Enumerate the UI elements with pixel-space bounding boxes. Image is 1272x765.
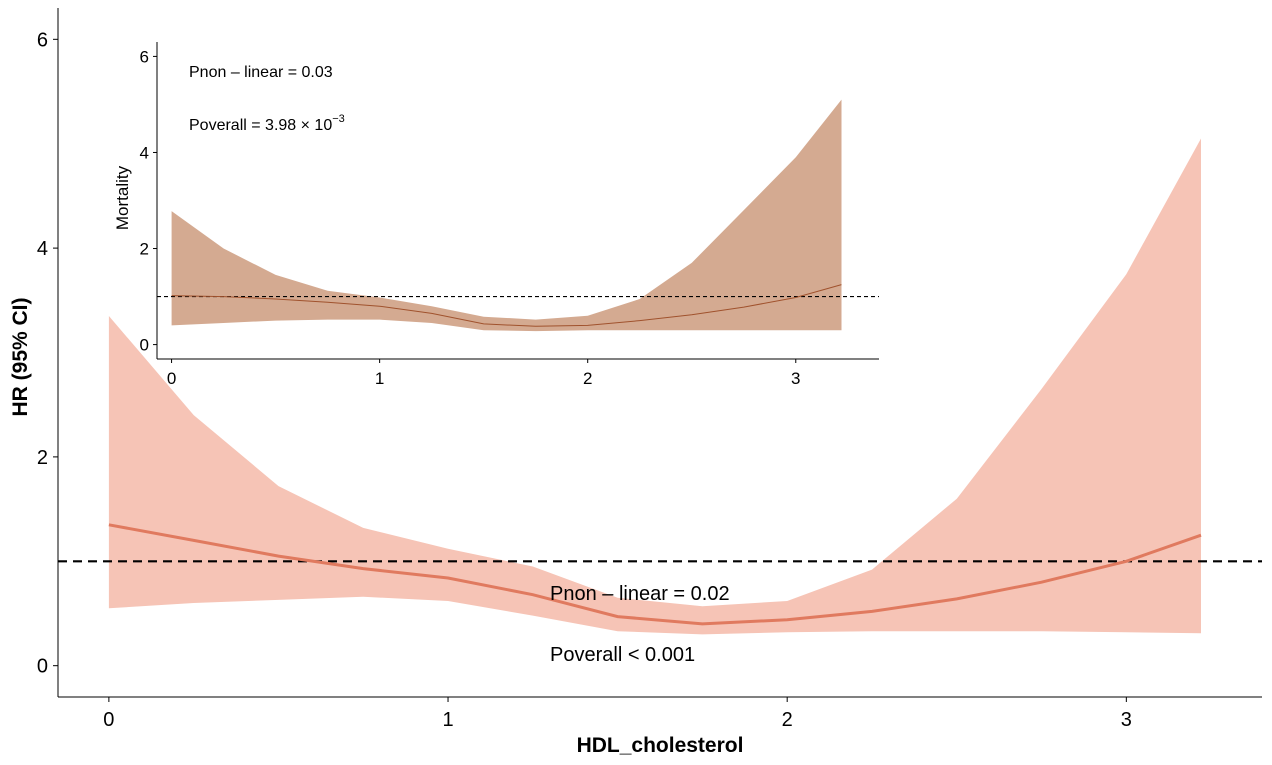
inset-y-axis-title: Mortality bbox=[113, 165, 132, 230]
inset-p-overall-exponent: −3 bbox=[332, 113, 345, 125]
main-p-nonlinear: Pnon – linear = 0.02 bbox=[550, 583, 730, 605]
main-y-tick-label: 2 bbox=[37, 447, 48, 469]
main-axes: 0 1 2 3 0 2 4 6 bbox=[37, 8, 1262, 731]
main-y-tick-label: 0 bbox=[37, 656, 48, 678]
main-panel: 0 1 2 3 0 2 4 6 Pnon – linear = 0.02 Poverall <… bbox=[9, 8, 1262, 757]
inset-panel: 0 1 2 3 0 2 4 6 Pnon – linear = 0.03 Poverall =… bbox=[113, 42, 879, 388]
inset-y-tick-label: 2 bbox=[140, 240, 149, 259]
main-x-axis-title: HDL_cholesterol bbox=[577, 734, 744, 757]
main-ci-band bbox=[108, 138, 1201, 635]
inset-p-nonlinear: Pnon – linear = 0.03 bbox=[189, 64, 333, 81]
main-hr-line bbox=[108, 523, 1202, 626]
inset-x-tick-label: 3 bbox=[791, 369, 800, 388]
inset-y-tick-label: 4 bbox=[140, 143, 149, 162]
main-x-tick-label: 1 bbox=[442, 709, 453, 731]
inset-p-overall: Poverall = 3.98 × 10−3 bbox=[189, 113, 345, 134]
inset-x-tick-label: 1 bbox=[375, 369, 384, 388]
inset-mortality-line bbox=[171, 284, 842, 327]
main-y-tick-label: 4 bbox=[37, 238, 48, 260]
main-y-axis-title: HR (95% CI) bbox=[9, 297, 32, 416]
inset-axes: 0 1 2 3 0 2 4 6 bbox=[140, 42, 879, 388]
inset-x-tick-label: 2 bbox=[583, 369, 592, 388]
main-x-tick-label: 2 bbox=[782, 709, 793, 731]
inset-ci-band bbox=[171, 99, 842, 332]
inset-p-overall-base: Poverall = 3.98 × 10 bbox=[189, 117, 332, 134]
main-y-tick-label: 6 bbox=[37, 29, 48, 51]
main-x-tick-label: 3 bbox=[1121, 709, 1132, 731]
main-x-tick-label: 0 bbox=[103, 709, 114, 731]
inset-y-tick-label: 0 bbox=[140, 336, 149, 355]
main-p-overall: Poverall < 0.001 bbox=[550, 644, 695, 666]
inset-y-tick-label: 6 bbox=[140, 47, 149, 66]
inset-x-tick-label: 0 bbox=[167, 369, 176, 388]
